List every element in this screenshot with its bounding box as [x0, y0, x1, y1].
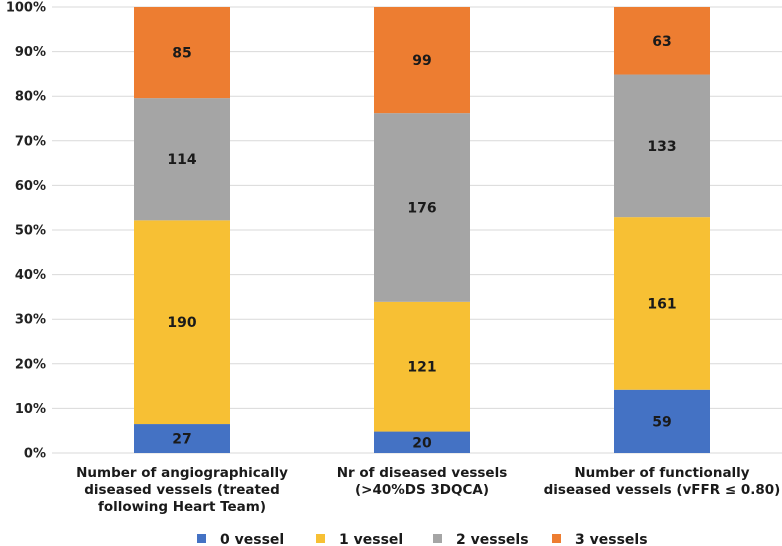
data-label: 190 — [167, 315, 196, 331]
x-category-label-line: Number of functionally — [574, 465, 749, 481]
y-tick-label: 10% — [15, 402, 46, 417]
data-label: 133 — [647, 139, 676, 155]
legend-item: 2 vessels — [433, 532, 529, 546]
bar-group: 59 161 133 63 — [614, 7, 710, 453]
bar-segment — [614, 389, 710, 453]
legend-label: 2 vessels — [456, 532, 529, 546]
bar-group: 27 190 114 85 — [134, 7, 230, 453]
data-label: 161 — [647, 296, 676, 312]
legend-item: 3 vessels — [552, 532, 648, 546]
legend-item: 1 vessel — [316, 532, 403, 546]
bar-segment — [614, 7, 710, 75]
x-category-label-line: following Heart Team) — [98, 499, 266, 515]
data-label: 85 — [172, 46, 191, 62]
y-tick-label: 90% — [15, 45, 46, 60]
y-tick-label: 80% — [15, 90, 46, 105]
data-label: 176 — [407, 200, 436, 216]
bar-segment — [374, 113, 470, 302]
data-label: 27 — [172, 432, 191, 448]
bar-segment — [134, 424, 230, 453]
legend-label: 0 vessel — [220, 532, 284, 546]
x-category-label: Number of angiographically diseased vesse… — [76, 465, 288, 515]
x-category-label-line: diseased vessels (vFFR ≤ 0.80) — [544, 482, 781, 498]
data-label: 63 — [652, 34, 671, 50]
x-category-label-line: Nr of diseased vessels — [337, 465, 508, 481]
data-label: 59 — [652, 414, 671, 430]
legend-label: 1 vessel — [339, 532, 403, 546]
legend: 0 vessel 1 vessel 2 vessels 3 vessels — [197, 532, 648, 546]
bar-segment — [614, 217, 710, 390]
bar-segment — [374, 7, 470, 114]
data-label: 121 — [407, 360, 436, 376]
data-label: 114 — [167, 152, 196, 168]
bar-group: 20 121 176 99 — [374, 7, 470, 453]
bar-segment — [374, 431, 470, 453]
y-axis-ticks: 0% 10% 20% 30% 40% 50% 60% 70% 80% 90% 100% — [6, 1, 46, 462]
x-category-label-line: diseased vessels (treated — [84, 482, 280, 498]
bar-segment — [134, 7, 230, 99]
y-tick-label: 0% — [24, 447, 46, 462]
x-category-label: Number of functionally diseased vessels (… — [544, 465, 781, 498]
legend-swatch — [197, 534, 206, 543]
x-category-label: Nr of diseased vessels (>40%DS 3DQCA) — [337, 465, 508, 498]
legend-swatch — [316, 534, 325, 543]
data-label: 99 — [412, 53, 431, 69]
legend-item: 0 vessel — [197, 532, 284, 546]
legend-label: 3 vessels — [575, 532, 648, 546]
bar-segment — [134, 98, 230, 221]
data-label: 20 — [412, 435, 432, 451]
x-axis-labels: Number of angiographically diseased vesse… — [76, 465, 780, 515]
legend-swatch — [433, 534, 442, 543]
bar-segment — [374, 301, 470, 432]
bar-segment — [614, 74, 710, 218]
bar-segment — [134, 220, 230, 425]
y-tick-label: 100% — [6, 1, 46, 16]
bars: 27 190 114 85 20 121 176 99 59 161 133 63 — [134, 7, 710, 453]
y-tick-label: 60% — [15, 179, 46, 194]
x-category-label-line: Number of angiographically — [76, 465, 288, 481]
y-tick-label: 50% — [15, 224, 46, 239]
y-tick-label: 20% — [15, 357, 46, 372]
y-tick-label: 30% — [15, 313, 46, 328]
y-tick-label: 70% — [15, 134, 46, 149]
y-tick-label: 40% — [15, 268, 46, 283]
x-category-label-line: (>40%DS 3DQCA) — [355, 482, 489, 498]
legend-swatch — [552, 534, 561, 543]
